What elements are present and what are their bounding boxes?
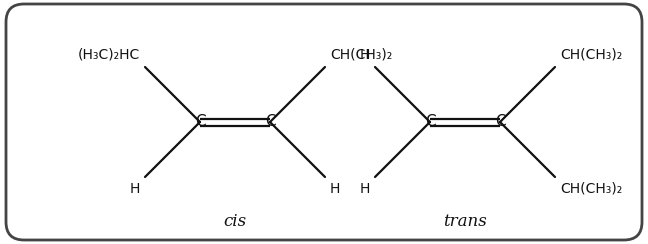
Text: H: H [360,48,370,62]
Text: H: H [130,182,140,196]
Text: H: H [360,182,370,196]
Text: C: C [494,114,505,130]
Text: C: C [194,114,205,130]
FancyBboxPatch shape [6,4,642,240]
Text: cis: cis [224,214,246,231]
Text: (H₃C)₂HC: (H₃C)₂HC [78,48,140,62]
Text: C: C [424,114,435,130]
Text: CH(CH₃)₂: CH(CH₃)₂ [560,182,622,196]
Text: CH(CH₃)₂: CH(CH₃)₂ [560,48,622,62]
Text: trans: trans [443,214,487,231]
Text: H: H [330,182,340,196]
Text: CH(CH₃)₂: CH(CH₃)₂ [330,48,392,62]
Text: C: C [264,114,275,130]
